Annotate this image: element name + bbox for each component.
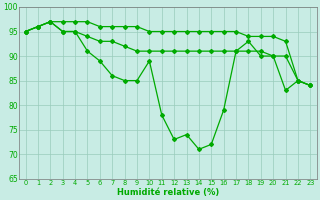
X-axis label: Humidité relative (%): Humidité relative (%) bbox=[117, 188, 219, 197]
